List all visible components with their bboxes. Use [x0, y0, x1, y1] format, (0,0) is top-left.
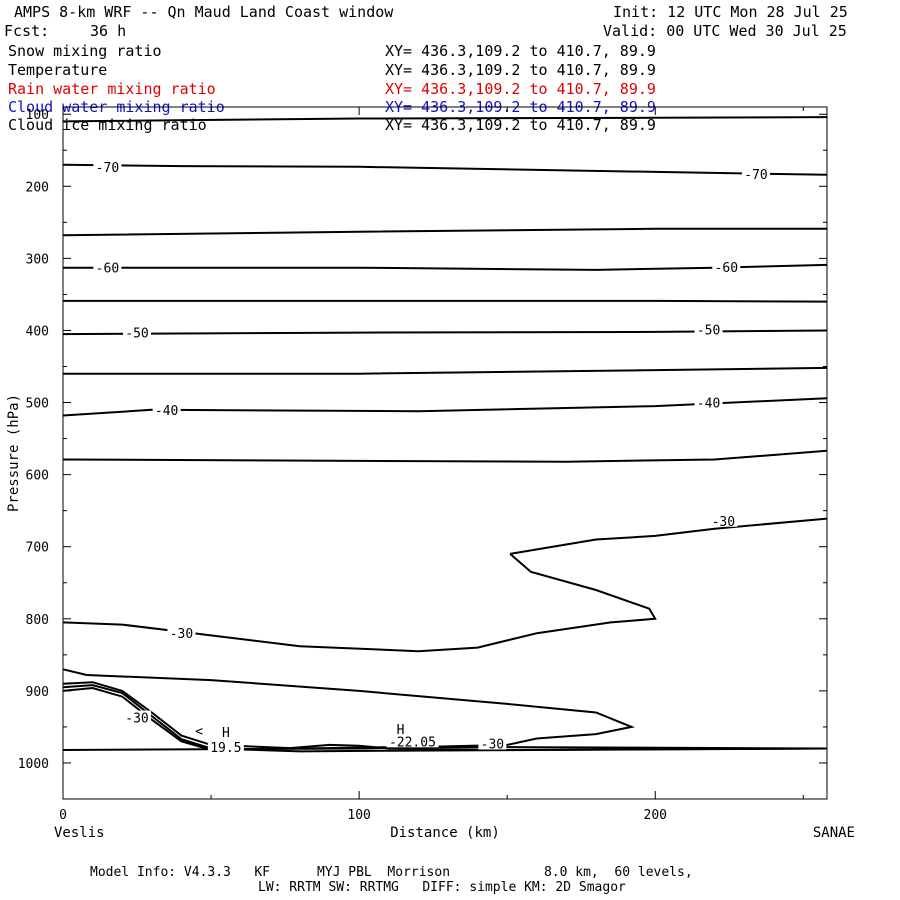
contour-label-6: -40	[155, 404, 178, 419]
contour-label-16: <	[195, 725, 203, 740]
contour-line-6	[63, 366, 828, 375]
contour-label-bg-7	[694, 395, 723, 409]
y-tick-label: 200	[26, 180, 49, 195]
contour-line-4	[63, 299, 828, 303]
forecast-label: Fcst:	[4, 22, 50, 40]
contour-line-10	[62, 553, 657, 653]
contour-line-14	[62, 686, 212, 751]
contour-label-bg-13	[207, 740, 244, 754]
contour-line-5	[62, 329, 828, 336]
field-name: Temperature	[8, 61, 108, 79]
chart-title: AMPS 8-km WRF -- Qn Maud Land Coast wind…	[14, 3, 394, 21]
contour-label-3: -60	[715, 261, 738, 276]
contour-label-4: -50	[125, 327, 148, 342]
contour-label-bg-10	[123, 710, 152, 724]
contour-line-13	[62, 684, 828, 753]
contour-label-1: -70	[744, 168, 767, 183]
y-tick-label: 1000	[18, 757, 49, 772]
contour-label-bg-3	[712, 260, 741, 274]
contour-label-5: -50	[697, 324, 720, 339]
forecast-hours: 36 h	[90, 22, 127, 40]
x-endpoint-left: Veslis	[54, 825, 105, 841]
x-tick-label: 0	[59, 808, 67, 823]
contour-line-8	[62, 449, 828, 463]
field-xy: XY= 436.3,109.2 to 410.7, 89.9	[385, 116, 656, 134]
contour-label-11: -30	[481, 737, 504, 752]
field-xy: XY= 436.3,109.2 to 410.7, 89.9	[385, 61, 656, 79]
y-tick-label: 600	[26, 469, 49, 484]
contour-label-bg-0	[93, 159, 122, 173]
y-tick-label: 100	[26, 108, 49, 123]
model-info-line2: LW: RRTM SW: RRTMG DIFF: simple KM: 2D S…	[258, 880, 626, 895]
contour-label-bg-9	[167, 626, 196, 640]
contour-label-8: -30	[712, 515, 735, 530]
field-xy: XY= 436.3,109.2 to 410.7, 89.9	[385, 42, 656, 60]
contour-label-bg-5	[694, 322, 723, 336]
y-tick-label: 800	[26, 613, 49, 628]
contour-line-15	[285, 743, 828, 752]
contour-label-bg-16	[193, 723, 206, 737]
x-tick-label: 200	[644, 808, 667, 823]
contour-label-bg-4	[123, 325, 152, 339]
contour-label-0: -70	[96, 161, 119, 176]
x-endpoint-right: SANAE	[813, 825, 855, 841]
x-tick-label: 100	[347, 808, 370, 823]
contour-label-bg-6	[152, 402, 181, 416]
x-axis-label: Distance (km)	[390, 825, 500, 841]
contour-line-12	[62, 681, 828, 750]
valid-time: Valid: 00 UTC Wed 30 Jul 25	[603, 22, 847, 40]
contour-label-bg-12	[219, 724, 232, 738]
contour-label-bg-15	[386, 734, 439, 748]
model-info-line1: Model Info: V4.3.3 KF MYJ PBL Morrison 8…	[90, 865, 693, 880]
field-xy: XY= 436.3,109.2 to 410.7, 89.9	[385, 80, 656, 98]
plot-frame	[62, 106, 828, 800]
contour-label-15: -22.05	[389, 735, 436, 750]
contour-line-2	[62, 227, 827, 237]
contour-line-1	[62, 163, 828, 176]
y-tick-label: 400	[26, 324, 49, 339]
contour-label-bg-2	[93, 260, 122, 274]
contour-label-bg-8	[709, 513, 738, 527]
contour-line-0	[62, 116, 828, 123]
field-name: Snow mixing ratio	[8, 42, 162, 60]
contour-label-12: H	[222, 726, 230, 741]
y-tick-label: 900	[26, 685, 49, 700]
contour-label-14: H	[397, 723, 405, 738]
field-name: Rain water mixing ratio	[8, 80, 216, 98]
contour-label-13: 19.5	[210, 741, 241, 756]
contour-line-3	[63, 263, 828, 271]
y-tick-label: 700	[26, 541, 49, 556]
contour-label-9: -30	[170, 627, 193, 642]
y-tick-label: 500	[26, 397, 49, 412]
y-tick-label: 300	[26, 252, 49, 267]
y-axis-label: Pressure (hPa)	[6, 394, 22, 512]
contour-label-2: -60	[96, 262, 119, 277]
contour-label-bg-14	[394, 722, 407, 736]
contour-label-bg-1	[741, 167, 770, 181]
contour-label-7: -40	[697, 397, 720, 412]
contour-line-9	[509, 517, 828, 555]
contour-label-bg-11	[478, 736, 507, 750]
contour-label-10: -30	[125, 712, 148, 727]
init-time: Init: 12 UTC Mon 28 Jul 25	[613, 3, 848, 21]
